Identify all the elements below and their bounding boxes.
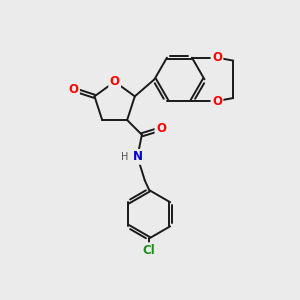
Text: Cl: Cl [143, 244, 156, 257]
Text: H: H [122, 152, 129, 162]
Text: N: N [132, 150, 142, 163]
Text: O: O [110, 75, 120, 88]
Text: O: O [212, 51, 222, 64]
Text: O: O [212, 94, 222, 107]
Text: O: O [68, 83, 79, 96]
Text: O: O [156, 122, 166, 135]
